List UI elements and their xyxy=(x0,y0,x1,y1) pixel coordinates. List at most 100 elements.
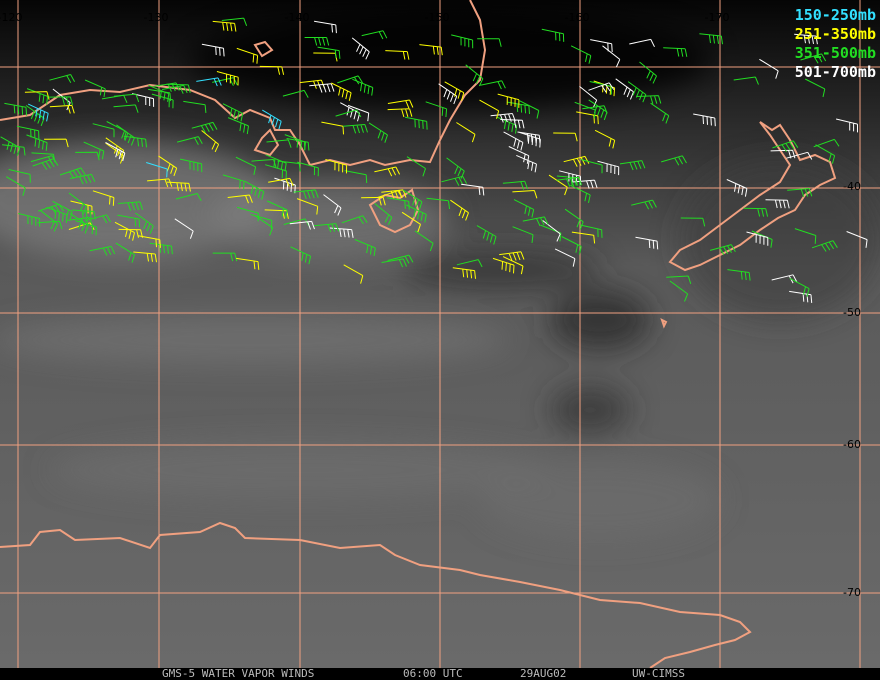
wind-barb xyxy=(166,83,191,94)
wind-barb xyxy=(405,116,428,130)
wind-barb xyxy=(265,164,287,180)
wind-barb xyxy=(116,124,135,146)
wind-barb xyxy=(476,225,497,245)
wind-barb xyxy=(183,100,207,113)
wind-barb xyxy=(693,113,716,127)
wind-barb xyxy=(727,269,751,281)
wind-barb xyxy=(313,223,340,233)
wind-barb xyxy=(502,180,529,190)
wind-barb xyxy=(196,77,222,87)
wind-barb xyxy=(201,130,220,153)
wind-barb xyxy=(49,74,76,84)
wind-barb xyxy=(75,220,97,236)
legend-entry: 351-500mb xyxy=(795,44,876,62)
wind-barb xyxy=(212,20,237,32)
wind-barb xyxy=(235,156,257,176)
wind-barb xyxy=(743,207,769,217)
wind-barb xyxy=(259,65,285,75)
wind-barb xyxy=(401,211,421,233)
wind-barb xyxy=(513,199,535,218)
wind-barb xyxy=(794,33,818,45)
wind-barb xyxy=(516,154,537,173)
wind-barb xyxy=(115,242,135,263)
wind-barb xyxy=(789,290,813,303)
wind-barb xyxy=(502,256,524,275)
legend-entry: 150-250mb xyxy=(795,6,876,24)
wind-barb xyxy=(351,37,370,60)
wind-barb xyxy=(548,174,568,196)
wind-barb xyxy=(27,103,49,122)
wind-barb xyxy=(425,101,448,118)
footer-text: 06:00 UTC xyxy=(403,667,463,680)
wind-barb xyxy=(500,119,525,129)
wind-barb xyxy=(376,190,403,199)
wind-barb xyxy=(541,28,565,42)
wind-barb xyxy=(335,109,362,118)
wind-barb xyxy=(277,160,301,172)
wind-barb xyxy=(619,160,646,171)
wind-barb xyxy=(133,251,157,263)
wind-barb xyxy=(402,189,423,210)
wind-barb xyxy=(699,33,723,45)
wind-barb xyxy=(627,81,647,103)
wind-barb xyxy=(314,20,337,34)
wind-barb xyxy=(733,76,759,85)
wind-barb xyxy=(499,251,525,262)
wind-barb xyxy=(426,197,450,210)
latitude-label: -50 xyxy=(843,306,861,319)
wind-barb xyxy=(354,239,376,257)
longitude-label: -130 xyxy=(144,11,169,24)
wind-barb xyxy=(835,118,858,133)
wind-barb xyxy=(666,275,692,285)
longitude-label: -170 xyxy=(705,11,730,24)
wind-barb xyxy=(452,267,476,279)
wind-barb xyxy=(118,201,144,211)
wind-barb xyxy=(268,177,294,187)
wind-barb xyxy=(24,91,50,100)
wind-barb xyxy=(297,161,319,177)
wind-barb xyxy=(201,43,225,57)
wind-barb xyxy=(293,189,319,200)
wind-barb xyxy=(262,109,282,130)
footer-text: UW-CIMSS xyxy=(632,667,685,680)
wind-barb xyxy=(26,88,49,105)
wind-barb xyxy=(30,155,57,165)
wind-barb xyxy=(299,79,325,89)
wind-barb xyxy=(135,212,154,234)
wind-barb xyxy=(290,246,311,265)
wind-barb xyxy=(381,258,407,268)
wind-barb xyxy=(661,155,687,166)
wind-barb xyxy=(191,121,218,134)
wind-barb xyxy=(553,132,578,142)
wind-barb xyxy=(765,199,790,209)
wind-barb xyxy=(759,58,779,79)
wind-barb xyxy=(576,111,599,125)
longitude-label: -120 xyxy=(0,11,22,24)
wind-barb xyxy=(572,179,598,189)
wind-barb xyxy=(368,122,388,143)
wind-barb xyxy=(222,103,244,122)
wind-barb xyxy=(361,30,388,40)
wind-barb xyxy=(321,121,344,135)
wind-barb xyxy=(446,157,465,179)
longitude-label: -140 xyxy=(285,11,310,24)
wind-barb xyxy=(444,81,465,101)
wind-barb xyxy=(811,240,838,252)
wind-barb xyxy=(556,175,581,187)
wind-barb xyxy=(570,45,592,64)
wind-barb xyxy=(726,179,748,197)
wind-barb xyxy=(289,220,315,230)
wind-barb xyxy=(419,44,443,56)
wind-barb xyxy=(166,181,191,192)
wind-barb xyxy=(265,154,287,172)
wind-barb xyxy=(787,188,813,198)
wind-barb xyxy=(846,231,868,248)
wind-barb xyxy=(441,175,468,186)
wind-barb xyxy=(709,244,736,256)
wind-barb xyxy=(221,17,248,26)
wind-barb xyxy=(347,104,370,122)
wind-barb xyxy=(216,71,239,86)
wind-barb xyxy=(38,203,64,214)
